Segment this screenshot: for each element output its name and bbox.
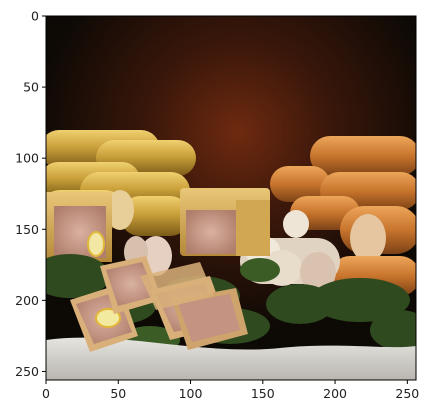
pate-slices (70, 256, 248, 352)
x-axis: 0 50 100 150 200 250 (42, 380, 419, 401)
x-tick-label: 100 (179, 386, 203, 401)
y-axis: 0 50 100 150 200 250 (15, 9, 46, 379)
y-tick-label: 200 (15, 293, 39, 308)
food-photo (46, 16, 416, 380)
y-tick-label: 150 (15, 222, 39, 237)
x-tick-label: 250 (395, 386, 419, 401)
x-tick-label: 150 (251, 386, 275, 401)
x-tick-label: 200 (323, 386, 347, 401)
y-tick-label: 250 (15, 364, 39, 379)
x-tick-label: 50 (110, 386, 126, 401)
pate-loaf-left (46, 192, 112, 262)
tablecloth (46, 337, 416, 380)
x-tick-label: 0 (42, 386, 50, 401)
y-tick-label: 100 (15, 151, 39, 166)
axes-frame (45, 15, 417, 381)
y-tick-label: 50 (23, 80, 39, 95)
pate-loaf-center (180, 188, 270, 256)
y-tick-label: 0 (31, 9, 39, 24)
